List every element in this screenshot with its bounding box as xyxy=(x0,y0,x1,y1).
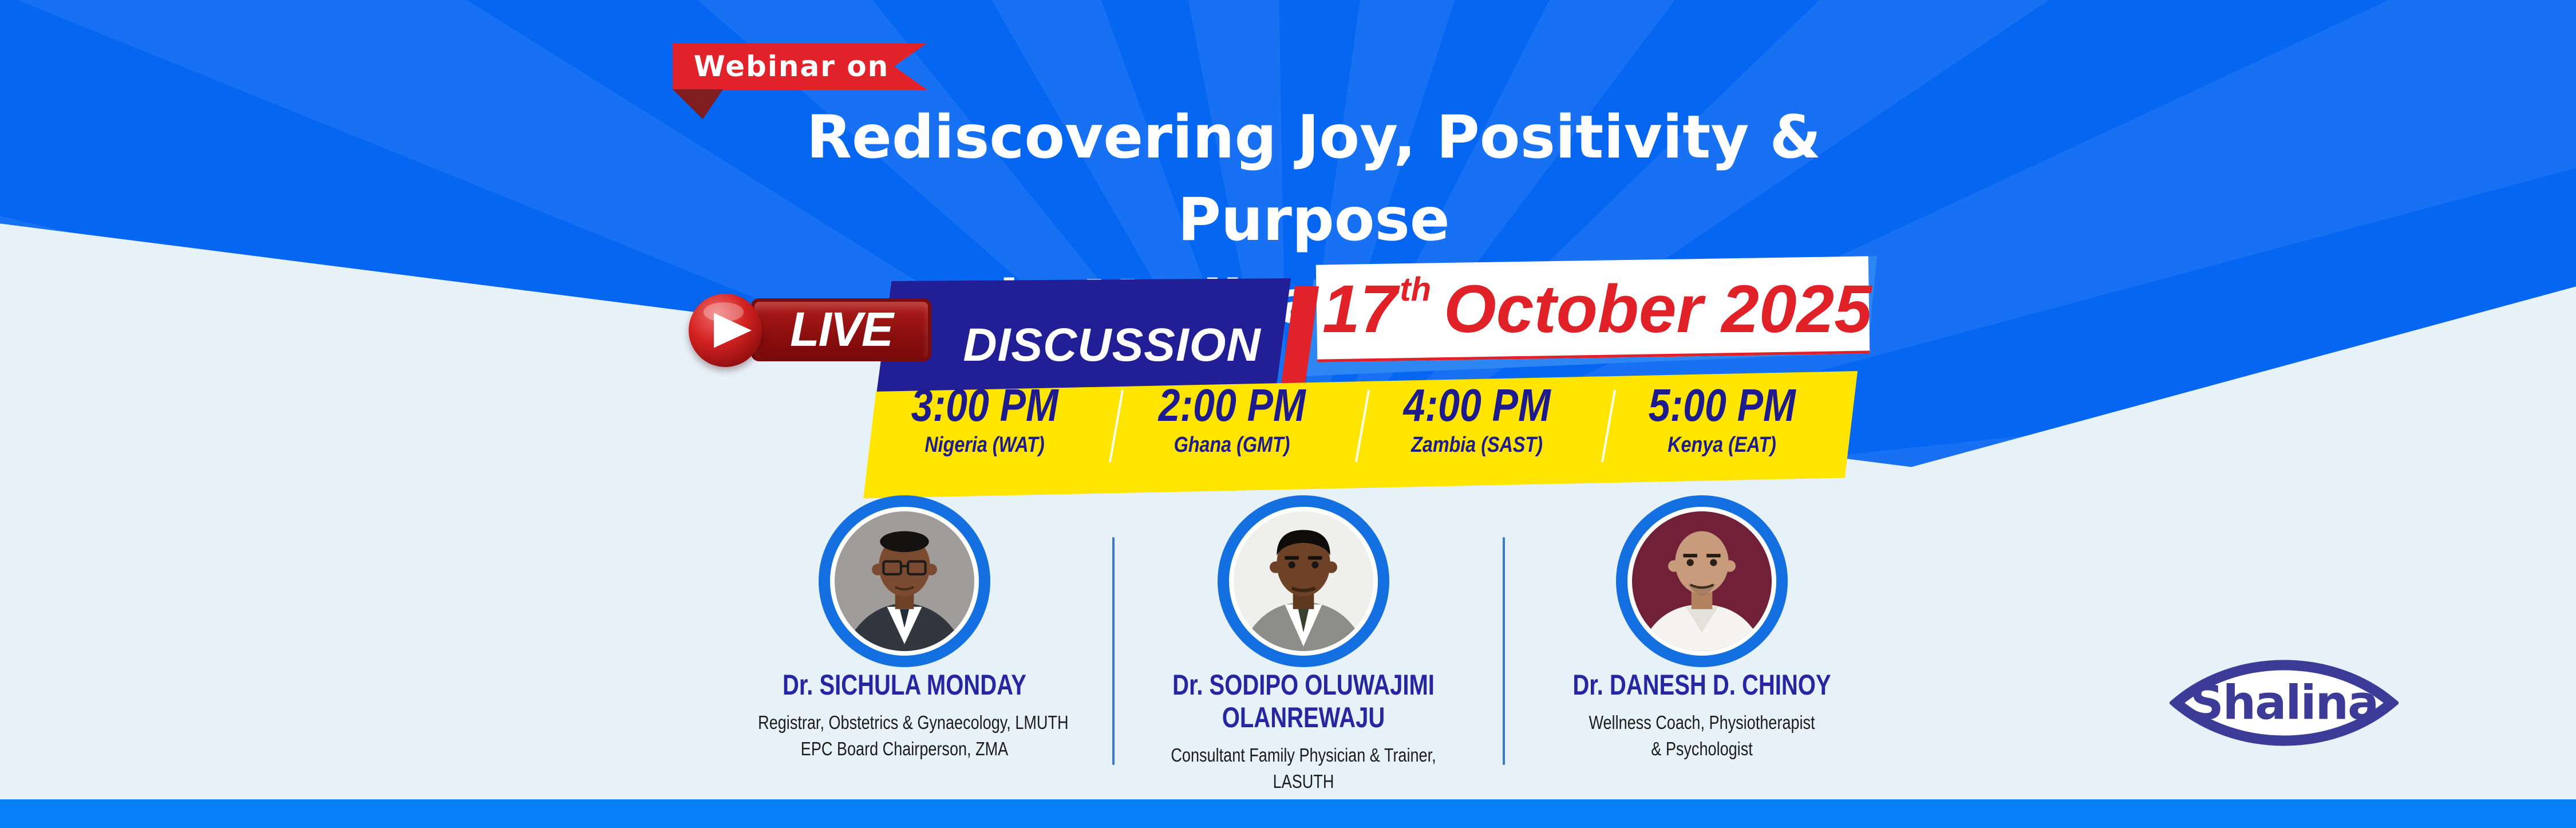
bottom-bar xyxy=(0,799,2576,828)
time-slot-nigeria: 3:00 PM Nigeria (WAT) xyxy=(887,379,1082,458)
speaker-title-line: Consultant Family Physician & Trainer, xyxy=(1171,744,1436,766)
shalina-logo-text: Shalina xyxy=(2190,676,2379,731)
time-value: 2:00 PM xyxy=(1158,380,1306,431)
time-slot-kenya: 5:00 PM Kenya (EAT) xyxy=(1625,379,1819,458)
avatar-illustration xyxy=(1632,511,1772,651)
live-badge: LIVE xyxy=(751,298,931,361)
speaker-photo-ring xyxy=(819,495,990,667)
speaker-divider xyxy=(1112,537,1115,765)
avatar-illustration xyxy=(835,511,974,651)
speaker-title-line: & Psychologist xyxy=(1651,738,1753,759)
speaker-divider xyxy=(1503,537,1505,765)
date-day: 17 xyxy=(1322,271,1398,347)
speaker-avatar-sichula xyxy=(835,511,974,651)
time-slot-ghana: 2:00 PM Ghana (GMT) xyxy=(1135,379,1329,458)
speaker-title-line: Wellness Coach, Physiotherapist xyxy=(1589,712,1815,733)
time-zone: Kenya (EAT) xyxy=(1668,433,1776,457)
time-zone: Ghana (GMT) xyxy=(1174,433,1290,457)
discussion-label: DISCUSSION xyxy=(963,319,1261,371)
webinar-ribbon: Webinar on xyxy=(673,43,927,90)
time-value: 5:00 PM xyxy=(1648,380,1796,431)
speaker-avatar-sodipo xyxy=(1234,511,1373,651)
shalina-logo: Shalina xyxy=(2170,660,2399,746)
speaker-card-sichula: Dr. SICHULA MONDAY Registrar, Obstetrics… xyxy=(726,669,1083,762)
speaker-name: Dr. SODIPO OLUWAJIMI OLANREWAJU xyxy=(1172,669,1435,734)
date-month-year: October 2025 xyxy=(1444,271,1872,347)
speaker-name: Dr. DANESH D. CHINOY xyxy=(1573,669,1831,701)
speaker-card-sodipo: Dr. SODIPO OLUWAJIMI OLANREWAJU Consulta… xyxy=(1117,669,1490,795)
time-zone: Zambia (SAST) xyxy=(1411,433,1543,457)
date-suffix: th xyxy=(1400,271,1432,308)
time-value: 3:00 PM xyxy=(911,380,1058,431)
speaker-photo-ring xyxy=(1218,495,1389,667)
speaker-title-line: EPC Board Chairperson, ZMA xyxy=(800,738,1009,759)
time-zone: Nigeria (WAT) xyxy=(924,433,1045,457)
event-date: 17th October 2025 xyxy=(1322,268,1872,351)
speaker-title-line: Registrar, Obstetrics & Gynaecology, LMU… xyxy=(758,712,1069,733)
time-slot-zambia: 4:00 PM Zambia (SAST) xyxy=(1380,379,1574,458)
play-icon xyxy=(689,294,762,367)
speaker-card-danesh: Dr. DANESH D. CHINOY Wellness Coach, Phy… xyxy=(1516,669,1888,762)
speaker-title-line: LASUTH xyxy=(1273,771,1334,792)
speaker-avatar-danesh xyxy=(1632,511,1772,651)
speaker-name: Dr. SICHULA MONDAY xyxy=(783,669,1026,701)
time-value: 4:00 PM xyxy=(1403,380,1551,431)
title-line-1: Rediscovering Joy, Positivity & Purpose xyxy=(806,103,1822,254)
speaker-photo-ring xyxy=(1616,495,1788,667)
avatar-illustration xyxy=(1234,511,1373,651)
